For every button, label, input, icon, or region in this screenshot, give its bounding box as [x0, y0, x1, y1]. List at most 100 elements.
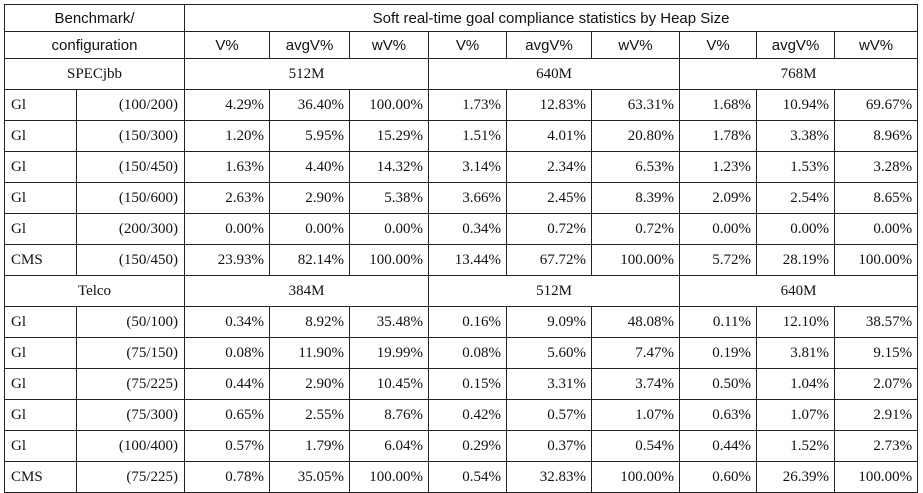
value-cell: 1.07%: [756, 399, 836, 431]
value-cell: 2.09%: [679, 182, 758, 214]
metric-header: avgV%: [756, 31, 836, 59]
value-cell: 9.15%: [834, 337, 919, 369]
value-cell: 100.00%: [349, 89, 430, 121]
value-cell: 100.00%: [591, 244, 681, 276]
section-header-row: Telco 384M 512M 640M: [3, 275, 919, 307]
value-cell: 0.00%: [834, 213, 919, 245]
table-row: Gl (150/450) 1.63% 4.40% 14.32% 3.14% 2.34% 6.5…: [4, 151, 919, 183]
value-cell: 100.00%: [349, 244, 430, 276]
value-cell: 2.34%: [506, 151, 593, 183]
config-cell: (150/300): [75, 120, 186, 152]
value-cell: 100.00%: [591, 461, 681, 493]
value-cell: 0.34%: [184, 306, 271, 338]
value-cell: 9.09%: [506, 306, 593, 338]
value-cell: 2.91%: [834, 399, 919, 431]
gc-cell: Gl: [4, 182, 77, 214]
value-cell: 5.60%: [506, 337, 593, 369]
value-cell: 2.73%: [834, 430, 919, 462]
heap-size-header: 640M: [428, 58, 681, 90]
table-row: Gl (200/300) 0.00% 0.00% 0.00% 0.34% 0.72% 0.72…: [4, 213, 919, 245]
value-cell: 2.90%: [269, 368, 351, 400]
metric-header: V%: [679, 31, 758, 59]
value-cell: 0.60%: [679, 461, 758, 493]
metric-header: avgV%: [269, 31, 351, 59]
header-row-1: Benchmark/ Soft real-time goal complianc…: [3, 4, 919, 32]
value-cell: 8.39%: [591, 182, 681, 214]
table-row: Gl (50/100) 0.34% 8.92% 35.48% 0.16% 9.09% 48.0…: [4, 306, 919, 338]
table-row: CMS (75/225) 0.78% 35.05% 100.00% 0.54% 32.83%…: [4, 461, 919, 493]
gc-cell: Gl: [4, 213, 77, 245]
config-cell: (75/300): [75, 399, 186, 431]
metric-header: V%: [428, 31, 508, 59]
value-cell: 100.00%: [349, 461, 430, 493]
value-cell: 0.42%: [428, 399, 508, 431]
value-cell: 4.40%: [269, 151, 351, 183]
header-row-2: configuration V% avgV% wV% V% avgV% wV% …: [3, 31, 919, 59]
value-cell: 0.44%: [184, 368, 271, 400]
value-cell: 0.00%: [679, 213, 758, 245]
value-cell: 0.29%: [428, 430, 508, 462]
value-cell: 8.92%: [269, 306, 351, 338]
gc-cell: Gl: [4, 399, 77, 431]
value-cell: 0.37%: [506, 430, 593, 462]
gc-cell: CMS: [4, 461, 77, 493]
gc-cell: Gl: [4, 368, 77, 400]
value-cell: 6.04%: [349, 430, 430, 462]
value-cell: 0.00%: [756, 213, 836, 245]
gc-cell: Gl: [4, 89, 77, 121]
config-cell: (100/400): [75, 430, 186, 462]
value-cell: 0.15%: [428, 368, 508, 400]
config-cell: (150/450): [75, 244, 186, 276]
table-row: Gl (100/200) 4.29% 36.40% 100.00% 1.73% 12.83%…: [4, 89, 919, 121]
value-cell: 10.45%: [349, 368, 430, 400]
value-cell: 1.63%: [184, 151, 271, 183]
metric-header: avgV%: [506, 31, 593, 59]
header-title: Soft real-time goal compliance statistic…: [184, 4, 919, 32]
value-cell: 13.44%: [428, 244, 508, 276]
value-cell: 0.57%: [184, 430, 271, 462]
value-cell: 0.11%: [679, 306, 758, 338]
heap-size-header: 640M: [679, 275, 919, 307]
metric-header: wV%: [834, 31, 919, 59]
value-cell: 36.40%: [269, 89, 351, 121]
value-cell: 100.00%: [834, 244, 919, 276]
results-table-wrapper: Benchmark/ Soft real-time goal complianc…: [3, 4, 919, 493]
value-cell: 23.93%: [184, 244, 271, 276]
value-cell: 7.47%: [591, 337, 681, 369]
table-row: Gl (75/225) 0.44% 2.90% 10.45% 0.15% 3.31% 3.74…: [4, 368, 919, 400]
value-cell: 3.28%: [834, 151, 919, 183]
value-cell: 11.90%: [269, 337, 351, 369]
value-cell: 0.08%: [428, 337, 508, 369]
table-row: Gl (75/300) 0.65% 2.55% 8.76% 0.42% 0.57% 1.07%…: [4, 399, 919, 431]
value-cell: 1.20%: [184, 120, 271, 152]
value-cell: 26.39%: [756, 461, 836, 493]
value-cell: 1.04%: [756, 368, 836, 400]
value-cell: 0.00%: [269, 213, 351, 245]
value-cell: 48.08%: [591, 306, 681, 338]
config-cell: (100/200): [75, 89, 186, 121]
value-cell: 8.65%: [834, 182, 919, 214]
value-cell: 0.78%: [184, 461, 271, 493]
gc-cell: Gl: [4, 430, 77, 462]
table-row: CMS (150/450) 23.93% 82.14% 100.00% 13.44% 67.…: [4, 244, 919, 276]
header-benchmark-line1: Benchmark/: [54, 9, 135, 27]
value-cell: 67.72%: [506, 244, 593, 276]
heap-size-header: 384M: [184, 275, 430, 307]
value-cell: 2.45%: [506, 182, 593, 214]
value-cell: 69.67%: [834, 89, 919, 121]
value-cell: 0.19%: [679, 337, 758, 369]
value-cell: 1.78%: [679, 120, 758, 152]
value-cell: 100.00%: [834, 461, 919, 493]
gc-cell: Gl: [4, 151, 77, 183]
value-cell: 5.38%: [349, 182, 430, 214]
value-cell: 3.14%: [428, 151, 508, 183]
value-cell: 12.10%: [756, 306, 836, 338]
value-cell: 0.00%: [349, 213, 430, 245]
value-cell: 8.76%: [349, 399, 430, 431]
config-cell: (150/600): [75, 182, 186, 214]
value-cell: 28.19%: [756, 244, 836, 276]
value-cell: 1.07%: [591, 399, 681, 431]
value-cell: 0.63%: [679, 399, 758, 431]
table-row: Gl (100/400) 0.57% 1.79% 6.04% 0.29% 0.37% 0.54…: [4, 430, 919, 462]
value-cell: 0.54%: [428, 461, 508, 493]
